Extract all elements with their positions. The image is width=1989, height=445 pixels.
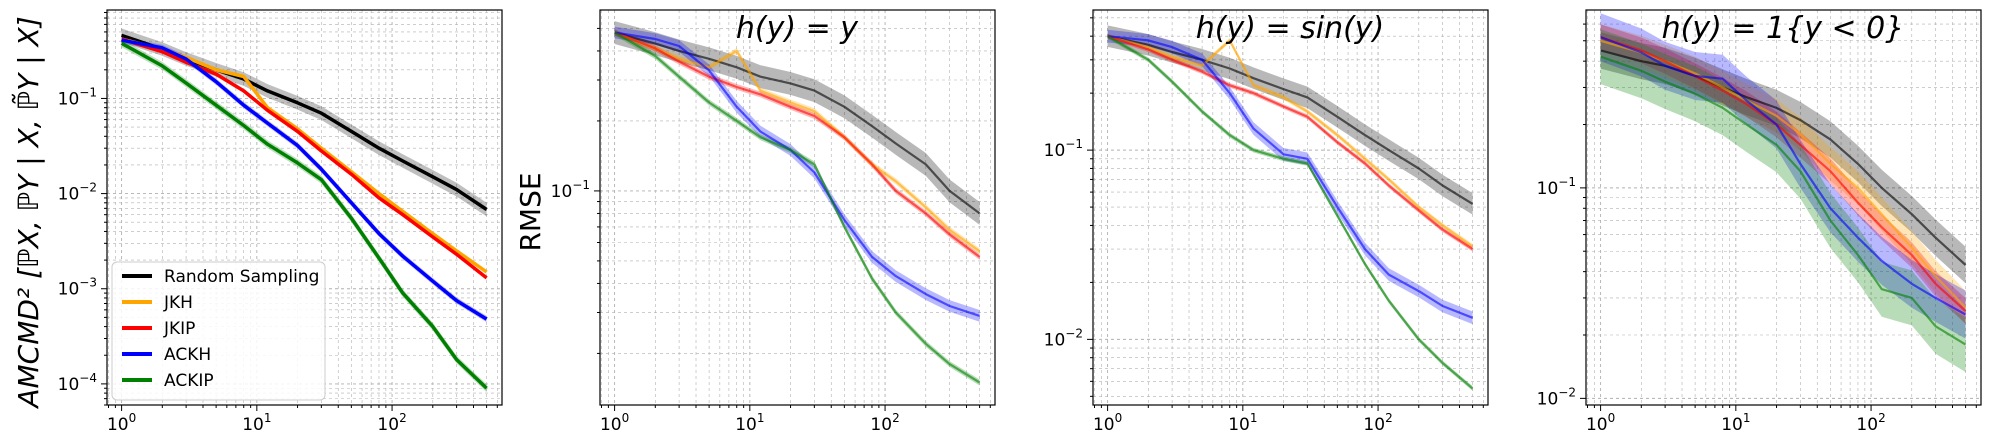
x-tick-label: 100 — [600, 411, 629, 435]
band-jkip — [1600, 24, 1966, 324]
panel-sin: 100 101 102 10−2 10−1 — [1044, 9, 1489, 435]
panel-identity: 100 101 102 10−1 — [551, 9, 996, 435]
series-line-ackh — [1600, 36, 1967, 316]
y-tick-label: 10−1 — [1537, 175, 1576, 199]
x-tick-label: 100 — [1093, 411, 1122, 435]
series-line-jkip — [614, 31, 981, 258]
y-tick-label: 10−1 — [1044, 137, 1083, 161]
series-line-ackip — [120, 41, 488, 390]
x-tick-label: 100 — [107, 411, 136, 435]
series-line-ackip — [1600, 55, 1967, 346]
x-tick-label: 102 — [1363, 411, 1392, 435]
panel-title-sin: h(y) = sin(y) — [1196, 11, 1385, 46]
x-tick-label: 101 — [242, 411, 271, 435]
series-line-ackh — [1107, 35, 1474, 319]
x-tick-label: 102 — [870, 411, 899, 435]
legend-label-random-sampling: Random Sampling — [164, 267, 319, 287]
x-tick-label: 101 — [1721, 411, 1750, 435]
y-tick-label: 10−1 — [58, 85, 97, 109]
series-line-ackip — [614, 31, 981, 384]
axes-frame — [106, 9, 503, 406]
panel-indicator: 100 101 102 10−2 10−1 — [1537, 9, 1982, 435]
axes-frame — [1092, 9, 1489, 406]
legend: Random Sampling JKH JKIP ACKH ACKIP — [111, 261, 326, 401]
band-ackh — [1600, 13, 1966, 339]
series-line-jkh — [121, 37, 488, 274]
axes-frame — [599, 9, 996, 406]
series-line-ackh — [121, 38, 488, 321]
series-line-jkh — [614, 31, 981, 253]
band-jkh — [614, 29, 980, 255]
y-axis-label-rmse: RMSE — [514, 172, 547, 251]
x-tick-label: 101 — [735, 411, 764, 435]
series-line-jkip — [1600, 36, 1967, 312]
y-tick-label: 10−2 — [1537, 385, 1576, 409]
band-ackip — [1600, 29, 1966, 373]
band-jkip — [1107, 33, 1473, 252]
x-tick-label: 100 — [1586, 411, 1615, 435]
legend-label-jkip: JKIP — [163, 319, 195, 339]
panel-amcmd: 100 101 102 10−4 10−3 10−2 10−1 — [58, 9, 503, 435]
x-tick-label: 102 — [377, 411, 406, 435]
series-line-jkh — [1107, 35, 1474, 248]
y-tick-label: 10−4 — [58, 371, 97, 395]
y-tick-label: 10−1 — [551, 178, 590, 202]
band-random-sampling — [1600, 32, 1966, 284]
x-tick-label: 102 — [1856, 411, 1885, 435]
panel-title-indicator: h(y) = 1{y < 0} — [1662, 11, 1905, 46]
series-line-ackip — [1107, 35, 1474, 390]
legend-label-ackh: ACKH — [164, 345, 211, 365]
legend-label-jkh: JKH — [163, 293, 193, 313]
series-line-ackh — [614, 31, 980, 317]
y-axis-label-amcmd: AMCMD² [ℙX, ℙY | X, ℙ̃Y | X] — [11, 16, 45, 409]
series-line-random-sampling — [1107, 35, 1474, 205]
y-tick-label: 10−3 — [58, 276, 97, 300]
band-jkip — [614, 29, 980, 260]
series-line-random-sampling — [614, 31, 981, 215]
y-tick-label: 10−2 — [1044, 326, 1083, 350]
x-tick-label: 101 — [1228, 411, 1257, 435]
series-line-jkip — [1107, 35, 1474, 251]
band-jkh — [1107, 33, 1473, 249]
legend-label-ackip: ACKIP — [164, 371, 214, 391]
panel-title-identity: h(y) = y — [736, 11, 859, 46]
y-tick-label: 10−2 — [58, 181, 97, 205]
band-jkh — [1600, 24, 1966, 325]
legend-box — [111, 261, 326, 401]
axes-frame — [1585, 9, 1982, 406]
